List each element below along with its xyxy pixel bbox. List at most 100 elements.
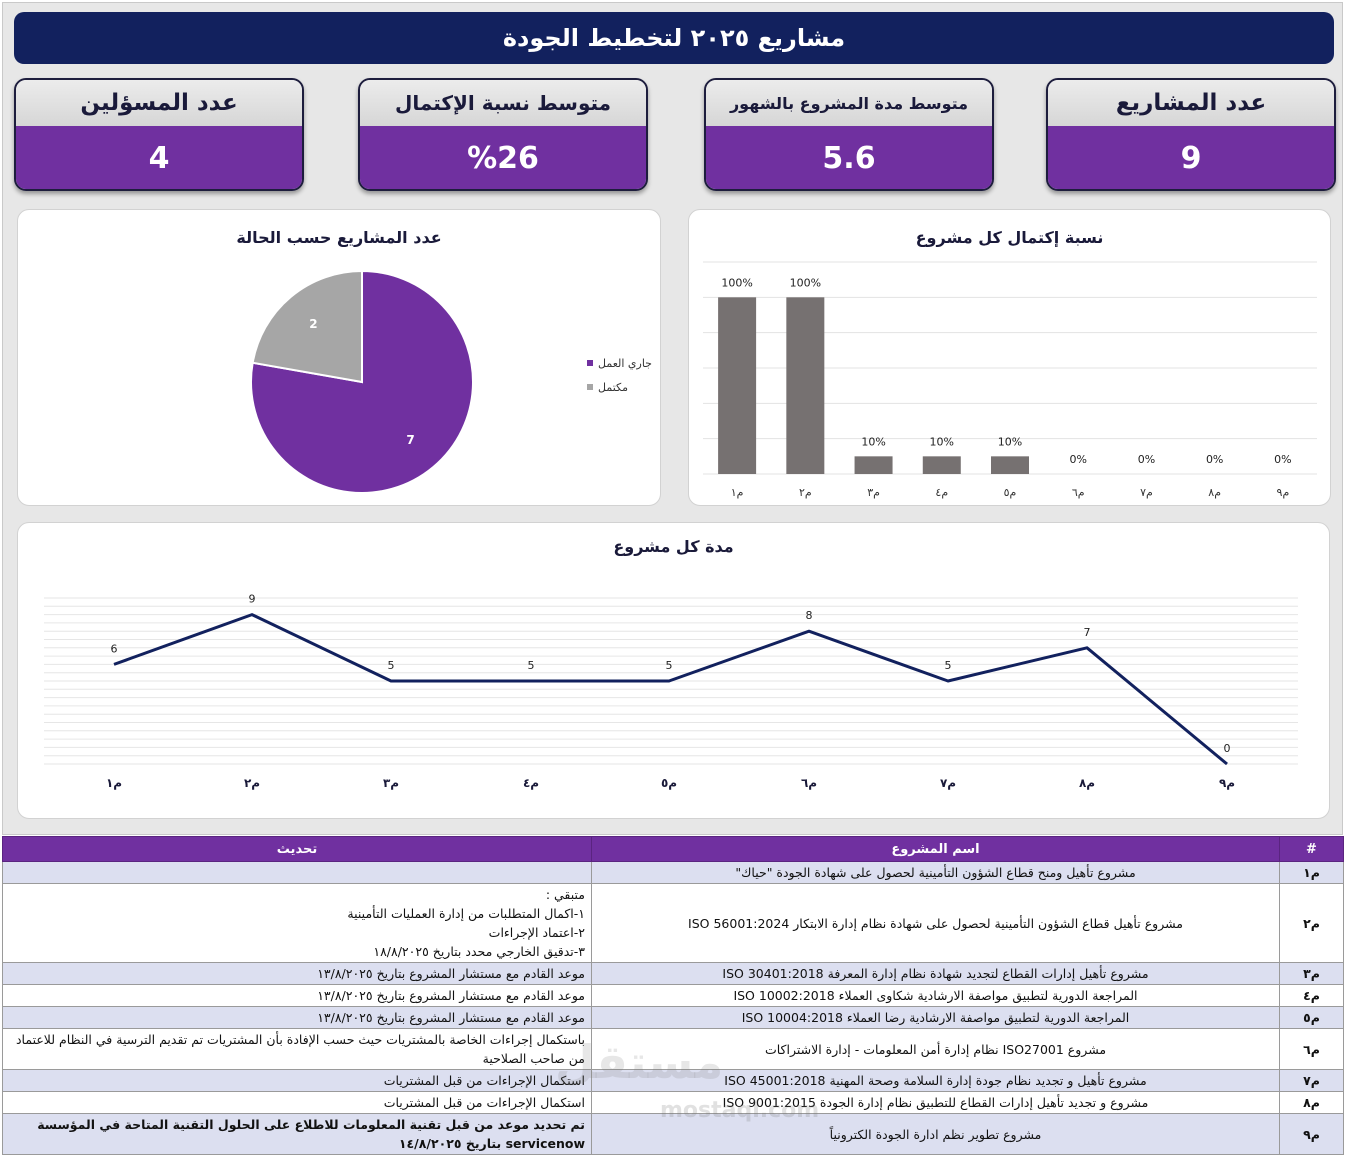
project-number-cell: م٨	[1279, 1091, 1344, 1114]
bar-data-label: 10%	[861, 435, 885, 448]
project-number-cell: م١	[1279, 861, 1344, 884]
bar	[991, 456, 1029, 474]
table-row: م٧ مشروع تأهيل و تجديد نظام جودة إدارة ال…	[2, 1069, 1344, 1092]
line-data-label: 6	[111, 642, 118, 655]
table-row: م٣ مشروع تأهيل إدارات القطاع لتجديد شهادة…	[2, 962, 1344, 985]
legend-swatch	[587, 360, 593, 366]
project-update-cell: باستكمال إجراءات الخاصة بالمشتريات حيث ح…	[2, 1028, 592, 1070]
line-chart: 6 م١ 9 م٢ 5 م٣ 5 م٤ 5 م٥ 8 م٦ 5 م٧ 7 م٨ 0 م٩	[44, 593, 1298, 791]
table-row: م٢ مشروع تأهيل قطاع الشؤون التأمينية لحصو…	[2, 883, 1344, 963]
line-category-label: م١	[106, 776, 122, 791]
project-update-cell: متبقي : ١-اكمال المتطلبات من إدارة العمل…	[2, 883, 592, 963]
line-category-label: م٩	[1219, 776, 1235, 791]
bar-category-label: م٦	[1072, 486, 1085, 499]
pie-chart: 7 2 جاري العمل مكتمل	[250, 269, 652, 494]
project-name-cell: المراجعة الدورية لتطبيق مواصفة الارشادية…	[591, 1006, 1280, 1029]
bar-data-label: 0%	[1274, 453, 1291, 466]
legend-swatch	[587, 384, 593, 390]
project-name-cell: مشروع تأهيل و تجديد نظام جودة إدارة السل…	[591, 1069, 1280, 1092]
header-number: #	[1279, 836, 1344, 862]
bar-category-label: م٩	[1277, 486, 1290, 499]
bar-data-label: 0%	[1206, 453, 1223, 466]
project-name-cell: مشروع تطوير نظم ادارة الجودة الكترونياً	[591, 1113, 1280, 1155]
line-category-label: م٣	[383, 776, 399, 791]
line-data-label: 5	[388, 659, 395, 672]
kpi-label: متوسط مدة المشروع بالشهور	[706, 80, 992, 126]
line-category-label: م٢	[244, 776, 260, 791]
project-name-cell: مشروع و تجديد تأهيل إدارات القطاع للتطبي…	[591, 1091, 1280, 1114]
line-data-label: 9	[249, 593, 256, 606]
kpi-value: %26	[360, 126, 646, 189]
bar	[922, 456, 961, 474]
line-chart-panel: مدة كل مشروع 6 م١ 9 م٢ 5 م٣ 5 م٤ 5 م٥ 8 م٦ 5 م٧ 7 م٨ 0 م٩	[17, 522, 1330, 819]
line-data-label: 5	[528, 659, 535, 672]
line-category-label: م٧	[940, 776, 956, 791]
bar	[786, 297, 825, 474]
kpi-label: متوسط نسبة الإكتمال	[360, 80, 646, 126]
project-name-cell: مشروع ISO27001 نظام إدارة أمن المعلومات …	[591, 1028, 1280, 1070]
pie-slice	[251, 269, 363, 384]
header-update: تحديث	[2, 836, 592, 862]
project-name-cell: مشروع تأهيل قطاع الشؤون التأمينية لحصول …	[591, 883, 1280, 963]
table-row: م٤ المراجعة الدورية لتطبيق مواصفة الارشاد…	[2, 984, 1344, 1007]
line-category-label: م٨	[1079, 776, 1095, 791]
bar-chart-title: نسبة إكتمال كل مشروع	[915, 228, 1104, 247]
project-update-cell: موعد القادم مع مستشار المشروع بتاريخ ١٣/…	[2, 1006, 592, 1029]
legend-label: مكتمل	[598, 381, 628, 394]
project-update-cell: تم تحديد موعد من قبل تقنية المعلومات للا…	[2, 1113, 592, 1155]
project-number-cell: م٥	[1279, 1006, 1344, 1029]
project-number-cell: م٩	[1279, 1113, 1344, 1155]
dashboard-title: مشاريع ٢٠٢٥ لتخطيط الجودة	[14, 12, 1334, 64]
kpi-label: عدد المشاريع	[1048, 80, 1334, 126]
bar-data-label: 100%	[790, 276, 821, 289]
pie-chart-title: عدد المشاريع حسب الحالة	[236, 228, 442, 247]
kpi-label: عدد المسؤلين	[16, 80, 302, 126]
line-category-label: م٤	[523, 776, 539, 791]
bar-data-label: 100%	[721, 276, 752, 289]
bar-chart-panel: نسبة إكتمال كل مشروع 100% م١ 100% م٢ 10% م٣ 10…	[688, 209, 1331, 506]
line-category-label: م٥	[661, 776, 677, 791]
table-row: م٥ المراجعة الدورية لتطبيق مواصفة الارشاد…	[2, 1006, 1344, 1029]
table-row: م٨ مشروع و تجديد تأهيل إدارات القطاع للتط…	[2, 1091, 1344, 1114]
bar-data-label: 0%	[1069, 453, 1086, 466]
table-row: م٦ مشروع ISO27001 نظام إدارة أمن المعلوما…	[2, 1028, 1344, 1070]
project-number-cell: م٦	[1279, 1028, 1344, 1070]
line-data-label: 7	[1084, 626, 1091, 639]
project-name-cell: المراجعة الدورية لتطبيق مواصفة الارشادية…	[591, 984, 1280, 1007]
bar-category-label: م٥	[1004, 486, 1017, 499]
kpi-card-projects-count: عدد المشاريع 9	[1046, 78, 1336, 191]
bar-category-label: م٨	[1208, 486, 1221, 499]
project-update-cell: موعد القادم مع مستشار المشروع بتاريخ ١٣/…	[2, 962, 592, 985]
kpi-card-avg-completion: متوسط نسبة الإكتمال %26	[358, 78, 648, 191]
project-update-cell: استكمال الإجراءات من قبل المشتريات	[2, 1091, 592, 1114]
bar	[718, 297, 757, 474]
bar-category-label: م٣	[867, 486, 880, 499]
duration-line	[113, 613, 1228, 766]
table-header-row: # اسم المشروع تحديث	[2, 836, 1344, 862]
line-data-label: 0	[1224, 742, 1231, 755]
project-number-cell: م٧	[1279, 1069, 1344, 1092]
project-number-cell: م٢	[1279, 883, 1344, 963]
kpi-value: 9	[1048, 126, 1334, 189]
bar-data-label: 10%	[998, 435, 1022, 448]
bar-data-label: 10%	[930, 435, 954, 448]
line-category-label: م٦	[801, 776, 817, 791]
kpi-value: 4	[16, 126, 302, 189]
project-update-cell	[2, 861, 592, 884]
line-data-label: 8	[806, 609, 813, 622]
project-update-cell: موعد القادم مع مستشار المشروع بتاريخ ١٣/…	[2, 984, 592, 1007]
project-name-cell: مشروع تأهيل إدارات القطاع لتجديد شهادة ن…	[591, 962, 1280, 985]
kpi-card-avg-duration: متوسط مدة المشروع بالشهور 5.6	[704, 78, 994, 191]
pie-chart-panel: عدد المشاريع حسب الحالة 7 2 جاري العمل مكتم…	[17, 209, 661, 506]
table-row: م١ مشروع تأهيل ومنح قطاع الشؤون التأمينية…	[2, 861, 1344, 884]
header-project-name: اسم المشروع	[591, 836, 1280, 862]
kpi-value: 5.6	[706, 126, 992, 189]
project-update-cell: استكمال الإجراءات من قبل المشتريات	[2, 1069, 592, 1092]
kpi-card-owners: عدد المسؤلين 4	[14, 78, 304, 191]
bar-category-label: م٧	[1140, 486, 1153, 499]
legend-label: جاري العمل	[598, 357, 652, 370]
bar-category-label: م١	[731, 486, 744, 499]
pie-slice-label: 2	[309, 317, 317, 331]
bar	[854, 456, 893, 474]
bar-data-label: 0%	[1138, 453, 1155, 466]
